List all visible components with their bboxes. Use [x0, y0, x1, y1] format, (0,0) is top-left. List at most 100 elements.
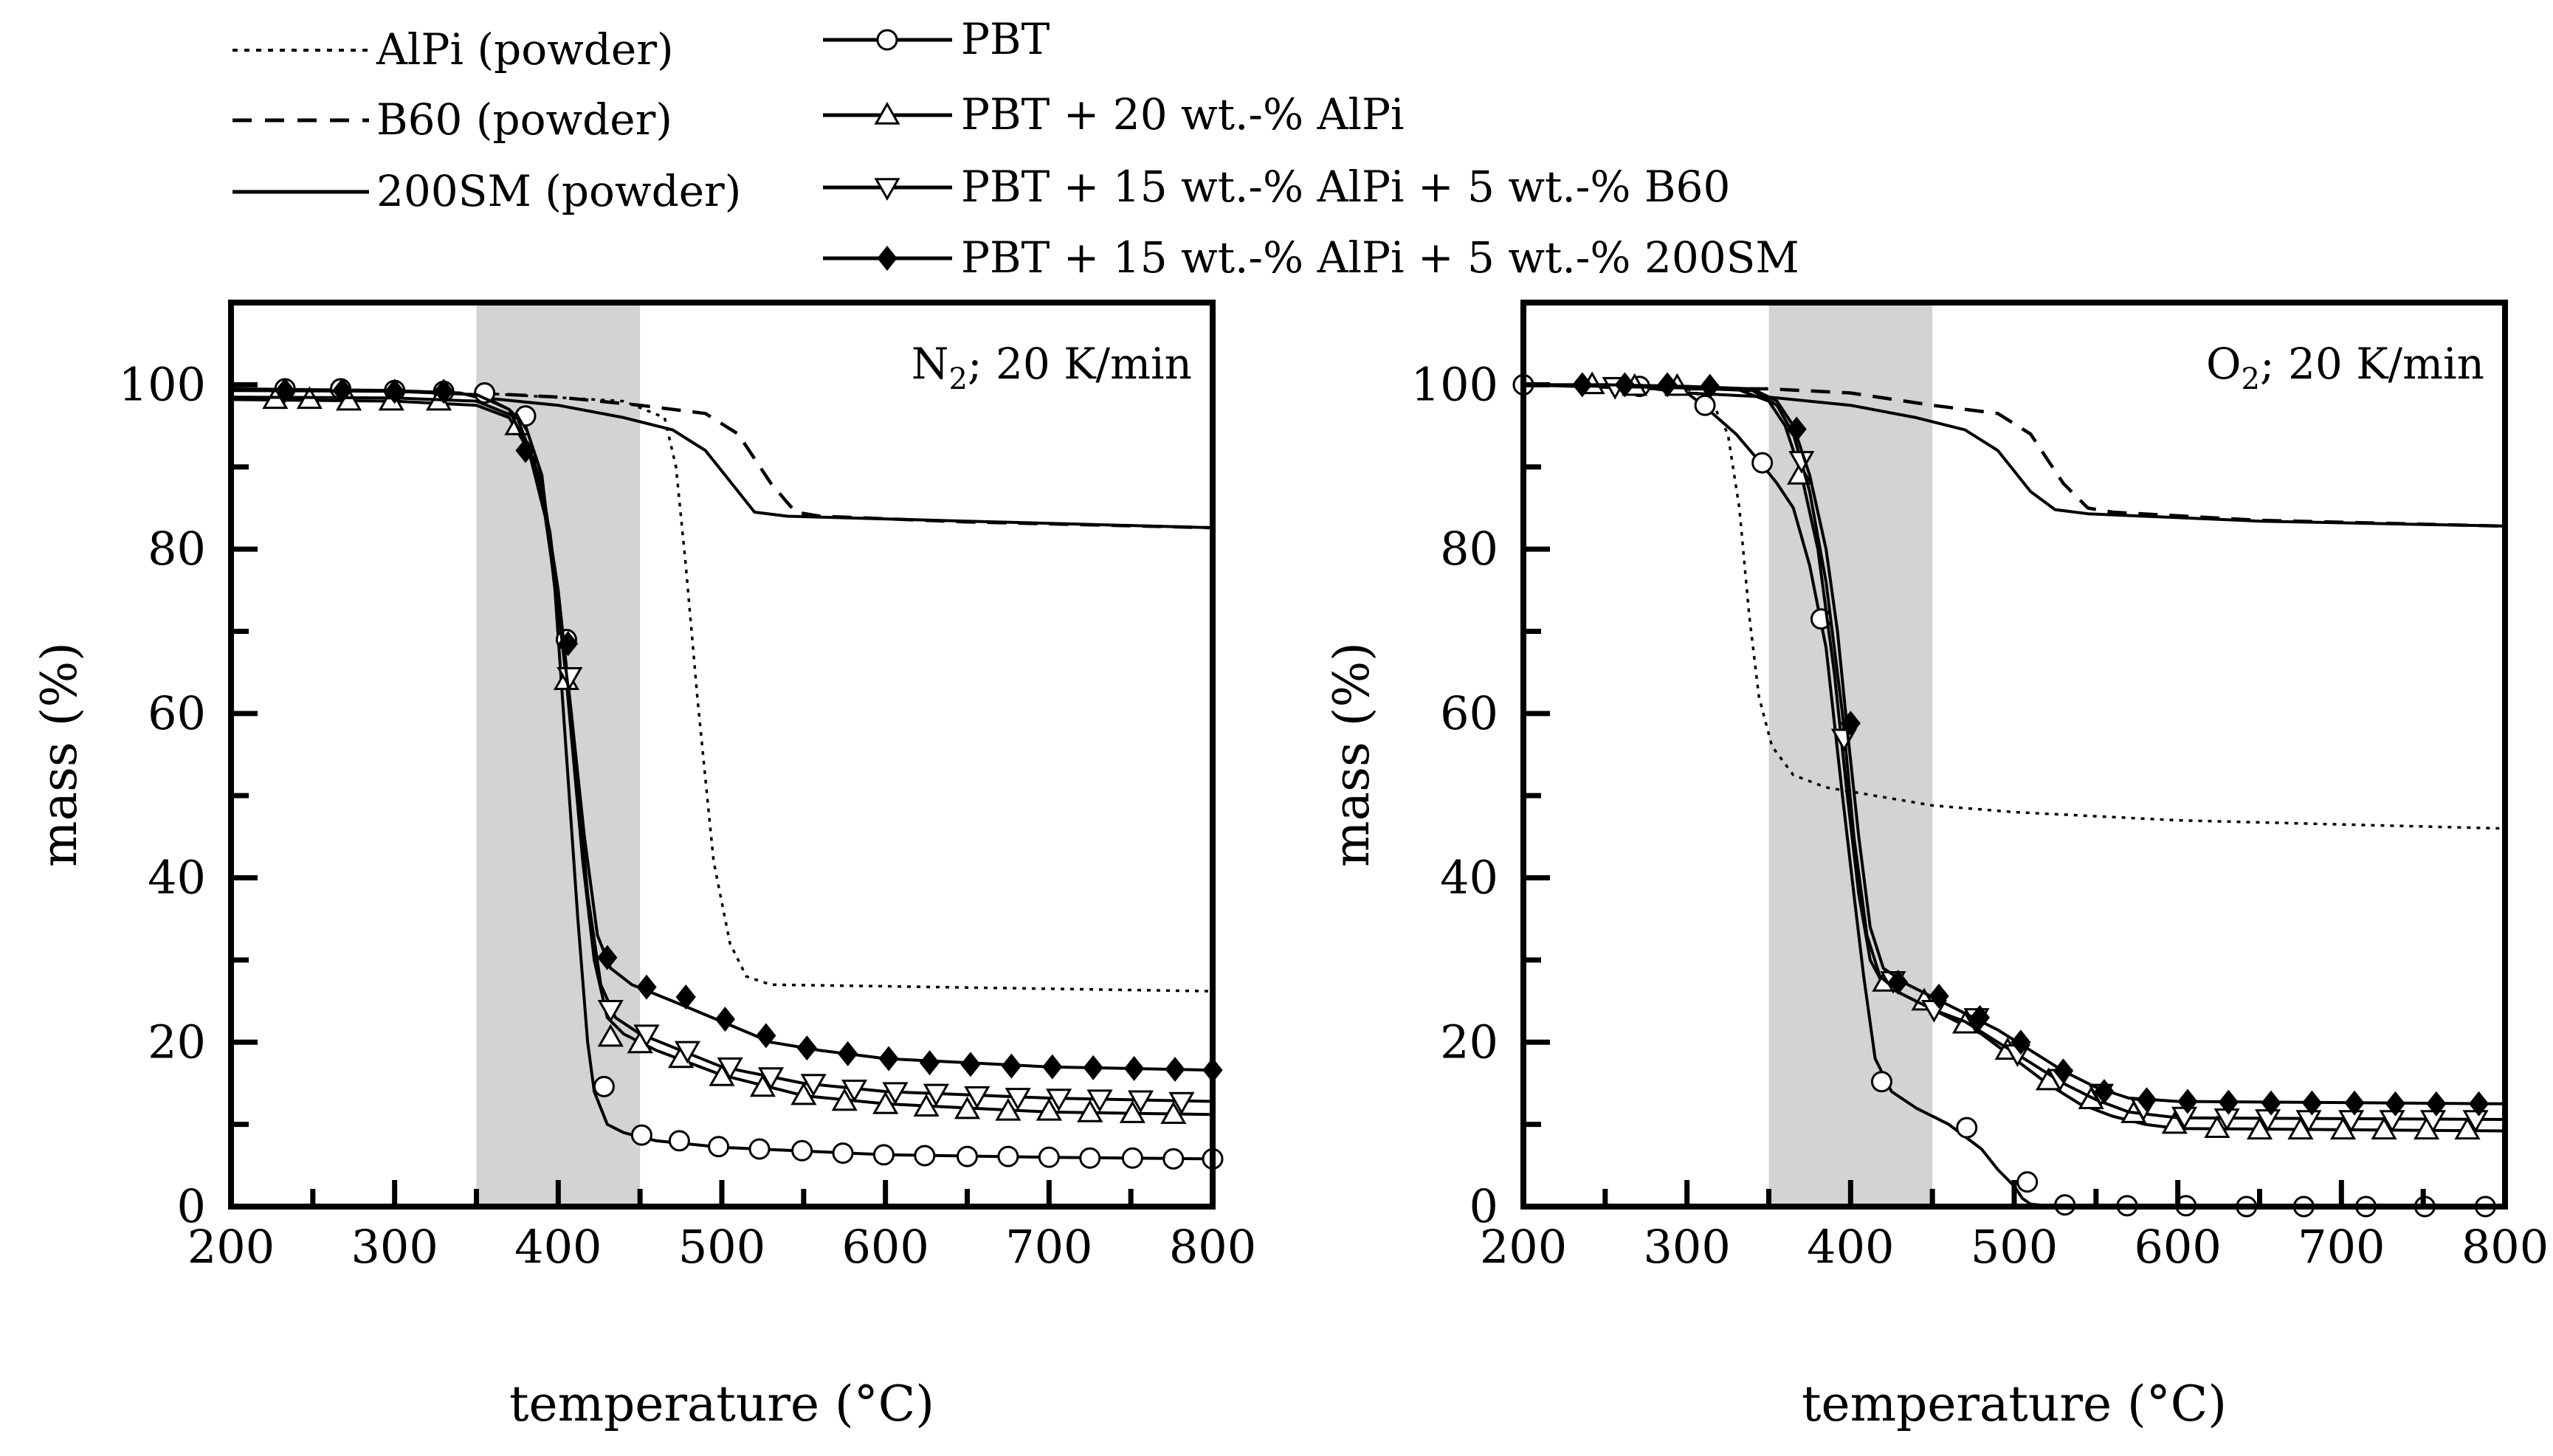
annotation-main: N: [912, 339, 949, 389]
data-point: [2329, 1117, 2357, 1140]
data-point: [791, 1139, 813, 1162]
series-line: [1686, 387, 2506, 830]
data-point: [1121, 1147, 1143, 1169]
x-tick-label: 200: [1480, 1220, 1567, 1274]
data-point: [796, 1035, 817, 1061]
legend-label-pbt: PBT: [961, 14, 1050, 64]
series-line: [476, 396, 1213, 530]
series-line: [230, 396, 1213, 1103]
data-point: [831, 1088, 858, 1111]
data-point: [757, 1067, 785, 1091]
legend: AlPi (powder) B60 (powder) 200SM (powder…: [232, 14, 1799, 283]
y-ticks: 0 20 40 60 80 100: [119, 357, 258, 1233]
data-point: [2385, 1091, 2406, 1117]
y-tick-label: 100: [119, 357, 206, 411]
series-pbt-15-wt-alpi-5-wt-b60: [1523, 376, 2506, 1133]
data-point: [1123, 1055, 1145, 1081]
data-point: [1162, 1148, 1185, 1170]
series-line: [1687, 387, 2506, 528]
annotation-n2: N2; 20 K/min: [912, 339, 1192, 396]
legend-label-200sm: 200SM (powder): [376, 166, 741, 216]
series-line: [230, 387, 1213, 1161]
x-tick-label: 300: [351, 1220, 438, 1274]
x-axis-label: temperature (°C): [1802, 1376, 2227, 1432]
legend-left: AlPi (powder) B60 (powder) 200SM (powder…: [232, 24, 741, 216]
data-point: [597, 1024, 624, 1047]
data-point: [997, 1145, 1019, 1167]
legend-marker-alpi20: [874, 101, 900, 125]
data-point: [2011, 1029, 2031, 1055]
x-tick-label: 400: [1807, 1220, 1894, 1274]
y-tick-label: 60: [148, 686, 206, 740]
x-tick-label: 200: [187, 1220, 275, 1274]
legend-label-b60-mix: PBT + 15 wt.-% AlPi + 5 wt.-% B60: [961, 162, 1730, 212]
data-point: [2261, 1090, 2281, 1116]
series-pbt: [230, 378, 1224, 1170]
series-line: [1523, 383, 2506, 1105]
data-point: [1005, 1088, 1031, 1111]
legend-label-alpi20: PBT + 20 wt.-% AlPi: [961, 89, 1405, 139]
x-tick-label: 800: [1169, 1220, 1256, 1274]
series-line: [1523, 383, 2506, 1208]
legend-right: PBT PBT + 20 wt.-% AlPi PBT + 15 wt.-% A…: [823, 14, 1799, 283]
x-tick-label: 500: [678, 1220, 765, 1274]
legend-marker-200sm-mix: [877, 245, 897, 272]
data-point: [593, 1075, 615, 1097]
data-point: [872, 1144, 895, 1166]
series-line: [476, 391, 1213, 993]
data-point: [2344, 1090, 2365, 1116]
data-point: [2136, 1087, 2157, 1113]
data-point: [2016, 1171, 2039, 1193]
data-point: [2204, 1115, 2230, 1138]
data-point: [919, 1050, 940, 1076]
series-pbt-15-wt-alpi-5-wt-200sm: [230, 378, 1223, 1083]
data-point: [832, 1142, 854, 1165]
data-point: [1956, 1117, 1978, 1139]
data-point: [714, 1007, 736, 1032]
data-point: [633, 1024, 660, 1048]
data-point: [674, 1041, 701, 1064]
data-point: [800, 1074, 827, 1097]
data-point: [872, 1091, 899, 1114]
y-axis-label: mass (%): [31, 642, 88, 867]
series-pbt-15-wt-alpi-5-wt-200sm: [1523, 372, 2506, 1117]
x-tick-label: 500: [1971, 1220, 2058, 1274]
data-point: [957, 1145, 978, 1167]
data-point: [515, 438, 536, 463]
shaded-region: [476, 303, 641, 1207]
data-point: [433, 379, 454, 404]
data-point: [1046, 1088, 1072, 1112]
data-point: [597, 945, 618, 970]
data-point: [756, 1023, 776, 1049]
y-tick-label: 0: [1470, 1179, 1498, 1233]
data-point: [2468, 1091, 2490, 1117]
series-line: [230, 398, 1213, 1117]
y-axis-label: mass (%): [1323, 642, 1380, 867]
data-point: [1657, 372, 1678, 398]
y-tick-label: 40: [1440, 851, 1498, 905]
data-point: [2161, 1111, 2188, 1134]
data-point: [882, 1082, 909, 1105]
data-point: [923, 1083, 949, 1107]
data-point: [1572, 372, 1593, 398]
data-point: [558, 631, 579, 657]
annotation-rest: ; 20 K/min: [968, 339, 1192, 389]
legend-marker-b60-mix: [874, 178, 900, 201]
data-point: [838, 1041, 858, 1066]
data-point: [790, 1082, 817, 1105]
y-tick-label: 0: [177, 1179, 206, 1233]
data-point: [1168, 1091, 1195, 1115]
y-tick-label: 100: [1411, 357, 1498, 411]
data-point: [2177, 1088, 2198, 1114]
data-point: [474, 382, 496, 404]
legend-marker: [874, 178, 900, 201]
y-tick-label: 40: [148, 851, 206, 905]
x-tick-label: 600: [2134, 1220, 2221, 1274]
y-tick-label: 80: [148, 522, 206, 576]
x-tick-label: 600: [841, 1220, 928, 1274]
x-ticks: 200 300 400 500 600 700 800: [187, 1180, 1256, 1274]
data-point: [1001, 1053, 1021, 1079]
data-point: [1786, 416, 1807, 442]
x-tick-label: 700: [2298, 1220, 2385, 1274]
